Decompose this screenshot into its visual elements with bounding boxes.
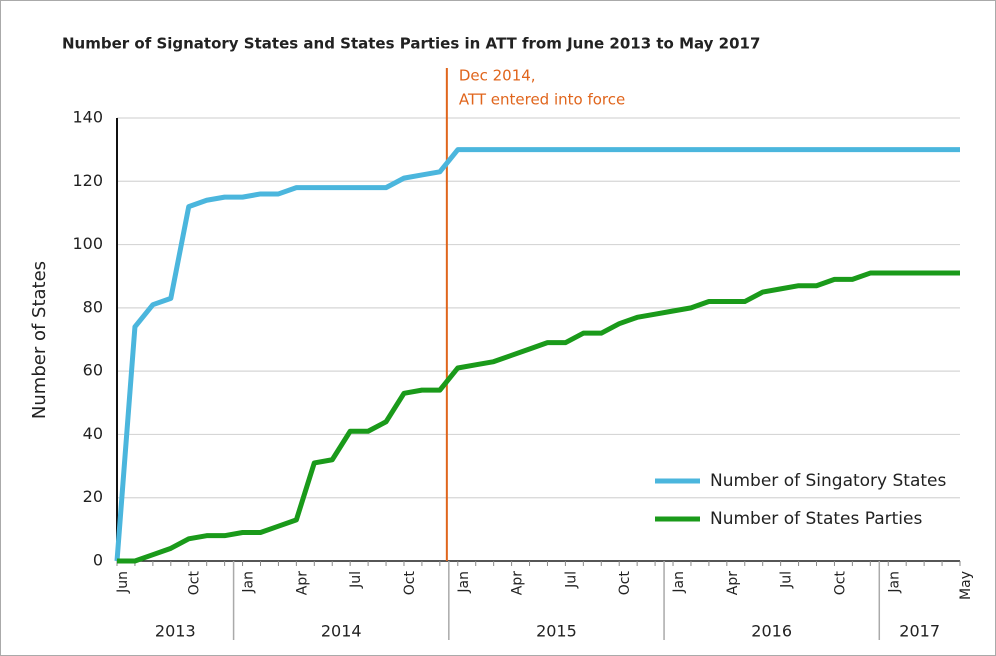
y-tick-label: 40 [83,424,103,443]
y-tick-label: 0 [93,551,103,570]
x-tick-label: Oct [187,571,203,596]
year-label: 2015 [536,622,577,641]
series-line [117,270,960,564]
y-tick-label: 60 [83,361,103,380]
x-tick-label: Apr [510,571,526,595]
x-tick-label: Jan [886,571,902,594]
y-tick-label: 20 [83,487,103,506]
x-tick-label: Jan [241,571,257,594]
chart-title: Number of Signatory States and States Pa… [62,35,760,53]
annotation-text: Dec 2014, [459,67,536,85]
year-label: 2017 [899,622,940,641]
annotation-text: ATT entered into force [459,91,625,109]
x-tick-label: Jul [779,571,795,589]
year-label: 2014 [321,622,362,641]
x-tick-label: Jul [563,571,579,589]
y-tick-label: 80 [83,297,103,316]
x-tick-label: Oct [402,571,418,596]
series-line [114,147,960,562]
y-tick-label: 120 [72,171,103,190]
x-tick-label: Jun [115,571,131,594]
y-axis-label: Number of States [29,261,50,419]
year-label: 2013 [155,622,196,641]
year-label: 2016 [751,622,792,641]
x-tick-label: Jan [456,571,472,594]
x-tick-label: Jul [348,571,364,589]
y-tick-label: 140 [72,108,103,127]
x-tick-label: Apr [725,571,741,595]
x-tick-label: Oct [617,571,633,596]
x-tick-label: Jan [671,571,687,594]
legend-label: Number of Singatory States [710,471,946,491]
y-tick-label: 100 [72,234,103,253]
x-tick-label: Apr [294,571,310,595]
x-tick-label: Oct [832,571,848,596]
legend-label: Number of States Parties [710,509,922,529]
x-tick-label: May [958,571,974,600]
